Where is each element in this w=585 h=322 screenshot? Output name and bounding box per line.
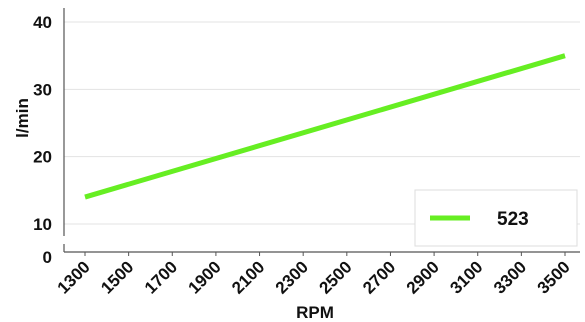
x-tick-label: 2300 xyxy=(272,257,312,297)
legend: 523 xyxy=(414,189,578,247)
y-tick-label: 40 xyxy=(33,13,52,32)
x-tick-labels: 1300 1500 1700 1900 2100 2300 2500 2700 2900 3100… xyxy=(54,252,574,298)
x-axis-title: RPM xyxy=(296,303,334,322)
y-tick-label: 10 xyxy=(33,215,52,234)
x-tick-label: 1900 xyxy=(185,257,225,297)
x-tick-label: 1500 xyxy=(97,257,137,297)
series-lines xyxy=(84,53,566,200)
x-tick-label: 2700 xyxy=(359,257,399,297)
y-tick-labels: 0 10 20 30 40 xyxy=(33,13,52,267)
x-tick-label: 1300 xyxy=(54,257,94,297)
x-tick-label: 3100 xyxy=(446,257,486,297)
x-tick-label: 3500 xyxy=(534,257,574,297)
legend-label-523: 523 xyxy=(497,209,529,230)
y-tick-label: 20 xyxy=(33,148,52,167)
y-tick-label: 0 xyxy=(43,248,52,267)
x-tick-label: 2100 xyxy=(228,257,268,297)
y-tick-label: 30 xyxy=(33,80,52,99)
x-tick-label: 3300 xyxy=(490,257,530,297)
axes xyxy=(63,8,580,253)
x-tick-label: 1700 xyxy=(141,257,181,297)
x-tick-label: 2900 xyxy=(403,257,443,297)
series-line-523 xyxy=(84,53,566,200)
x-tick-label: 2500 xyxy=(315,257,355,297)
y-axis-title: l/min xyxy=(13,98,32,138)
